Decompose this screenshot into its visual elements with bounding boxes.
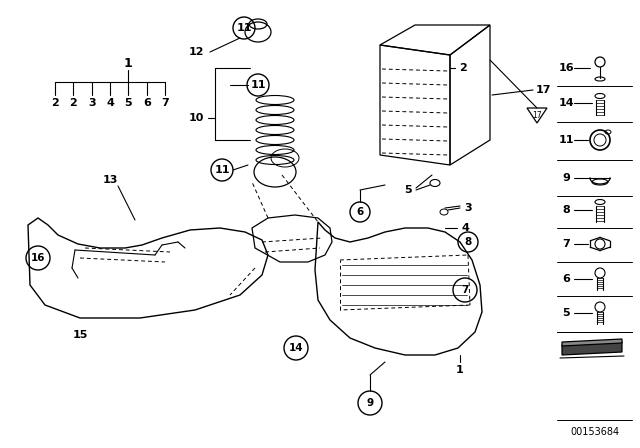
Text: 14: 14: [289, 343, 303, 353]
Text: 9: 9: [562, 173, 570, 183]
Text: 6: 6: [356, 207, 364, 217]
Text: 3: 3: [88, 98, 96, 108]
Text: 13: 13: [102, 175, 118, 185]
Text: 17: 17: [535, 85, 551, 95]
Text: 1: 1: [456, 365, 464, 375]
Polygon shape: [562, 342, 622, 355]
Text: 7: 7: [562, 239, 570, 249]
Text: 2: 2: [459, 63, 467, 73]
Text: 7: 7: [161, 98, 169, 108]
Text: 5: 5: [404, 185, 412, 195]
Text: 15: 15: [72, 330, 88, 340]
Text: 00153684: 00153684: [570, 427, 620, 437]
Text: 16: 16: [558, 63, 574, 73]
Text: 8: 8: [465, 237, 472, 247]
Text: 3: 3: [464, 203, 472, 213]
Text: 8: 8: [562, 205, 570, 215]
Text: 5: 5: [562, 308, 570, 318]
Text: 16: 16: [31, 253, 45, 263]
Text: 4: 4: [461, 223, 469, 233]
Text: 11: 11: [250, 80, 266, 90]
Polygon shape: [562, 339, 622, 346]
Text: 17: 17: [532, 111, 542, 120]
Text: 11: 11: [558, 135, 573, 145]
Text: 5: 5: [124, 98, 132, 108]
Text: 6: 6: [143, 98, 151, 108]
Text: 6: 6: [562, 274, 570, 284]
Text: 7: 7: [461, 285, 468, 295]
Text: 12: 12: [188, 47, 204, 57]
Text: 9: 9: [367, 398, 374, 408]
Text: 10: 10: [188, 113, 204, 123]
Text: 11: 11: [236, 23, 252, 33]
Text: 2: 2: [69, 98, 77, 108]
Text: 14: 14: [558, 98, 574, 108]
Text: 2: 2: [51, 98, 59, 108]
Text: 1: 1: [124, 56, 132, 69]
Text: 11: 11: [214, 165, 230, 175]
Text: 4: 4: [106, 98, 114, 108]
